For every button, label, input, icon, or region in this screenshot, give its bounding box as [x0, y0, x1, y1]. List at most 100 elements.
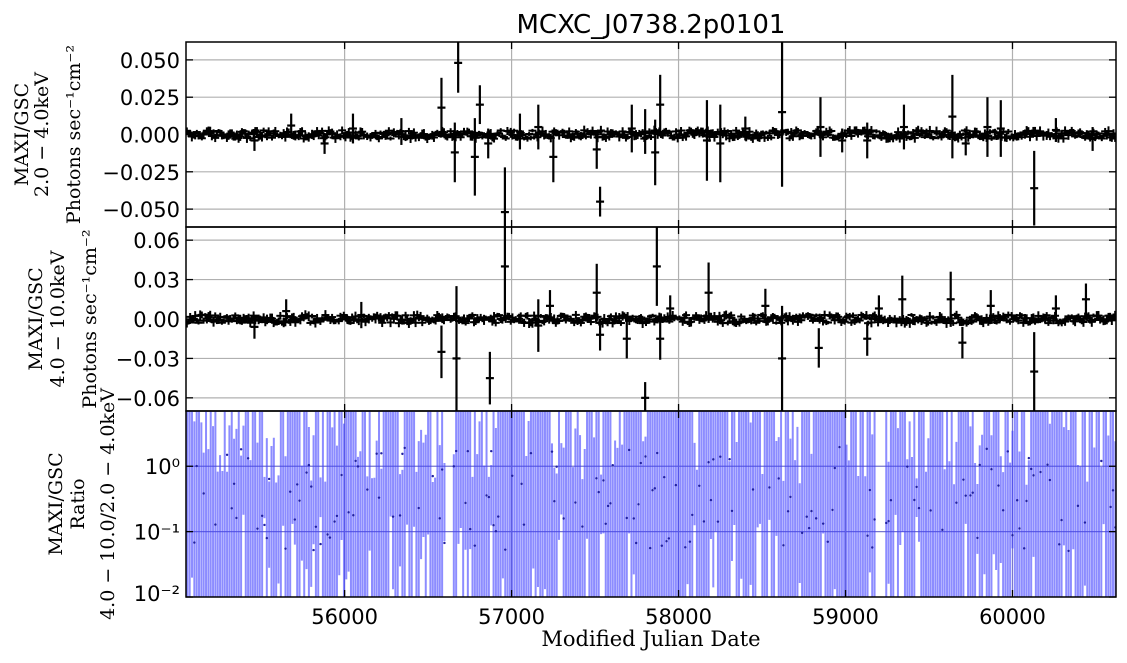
data-point [917, 506, 921, 510]
y-tick-label: 0.03 [133, 269, 180, 293]
data-point [232, 482, 236, 485]
data-point [814, 517, 818, 520]
data-point [665, 540, 668, 543]
x-tick-label: 58000 [645, 605, 712, 629]
data-point [377, 496, 381, 499]
data-point [490, 449, 493, 453]
noise-bins [186, 125, 1116, 144]
data-point [887, 519, 890, 523]
data-point [520, 482, 523, 486]
data-point [473, 544, 477, 547]
y-axis-label-line: 4.0 − 10.0/2.0 − 4.0keV [97, 388, 119, 620]
data-point [574, 501, 577, 504]
data-point [246, 457, 250, 460]
data-point [263, 523, 266, 527]
data-point [487, 495, 491, 499]
x-tick-label: 59000 [812, 605, 879, 629]
data-point [354, 459, 357, 463]
data-point [312, 548, 315, 552]
y-tick-label: −0.06 [116, 387, 180, 411]
data-point [871, 546, 874, 549]
data-point [1001, 509, 1005, 512]
data-point [716, 520, 720, 523]
data-point [990, 467, 993, 471]
data-point [831, 508, 834, 512]
data-point [595, 477, 598, 480]
data-point [293, 518, 297, 521]
data-point [314, 525, 318, 529]
data-point [1018, 527, 1021, 530]
data-point [611, 463, 614, 467]
data-point [627, 448, 631, 452]
data-point [352, 514, 355, 517]
y-tick-label: −0.025 [102, 161, 180, 185]
data-point [230, 507, 233, 510]
data-point [929, 509, 932, 512]
data-point [941, 528, 944, 532]
data-point [651, 489, 654, 492]
data-point [962, 478, 965, 481]
data-point [1048, 478, 1052, 482]
y-tick-label: −0.050 [102, 198, 180, 222]
data-point [712, 458, 715, 461]
panel-frame [185, 410, 1117, 598]
data-point [1109, 505, 1112, 509]
data-point [602, 479, 605, 482]
y-tick-label: 10⁻¹ [134, 521, 180, 545]
data-point [1083, 521, 1087, 524]
data-point [639, 461, 643, 465]
data-point [202, 492, 205, 495]
data-point [653, 487, 657, 490]
y-tick-label: 10⁻² [134, 582, 180, 606]
data-point [267, 477, 271, 481]
panel-hard: −0.06 −0.03 0.00 0.03 0.06 MAXI/GSC 4.0 − 10.0… [25, 226, 1117, 412]
data-point [964, 494, 967, 497]
data-point [319, 542, 322, 546]
panel-ratio: 10⁻² 10⁻¹ 10⁰ MAXI/GSC Ratio 4.0 − 10.0/2.0 −… [45, 388, 1117, 629]
data-point [971, 491, 974, 494]
data-point [634, 541, 638, 545]
data-point [1058, 543, 1061, 546]
data-point [632, 517, 636, 520]
data-point [305, 471, 308, 474]
data-point [440, 468, 444, 471]
data-point [969, 494, 972, 497]
data-point [637, 503, 640, 506]
data-point [333, 520, 336, 523]
data-point [398, 514, 402, 517]
x-tick-label: 57000 [478, 605, 545, 629]
data-point [810, 509, 813, 513]
spike-group [250, 42, 1097, 227]
data-point [1032, 474, 1035, 477]
data-point [1027, 456, 1031, 460]
data-point [889, 498, 893, 502]
data-point [298, 499, 301, 502]
data-point [915, 485, 918, 489]
data-point [260, 514, 264, 518]
data-point [555, 465, 558, 468]
data-point [452, 465, 456, 468]
data-point [674, 483, 678, 487]
tick-marks [186, 42, 1116, 227]
data-point [466, 449, 470, 453]
data-point [667, 537, 671, 540]
data-point [978, 463, 981, 467]
y-tick-label: 10⁰ [145, 455, 180, 479]
data-point [789, 495, 792, 499]
ratio-error-bars [186, 411, 1116, 597]
spike-group [250, 227, 1090, 411]
y-tick-label: 0.06 [133, 229, 180, 253]
data-point [401, 452, 404, 456]
data-point [366, 488, 369, 491]
y-axis-label-line: 4.0 − 10.0keV [47, 250, 69, 387]
data-point [347, 511, 350, 514]
data-point [691, 513, 694, 517]
x-tick-label: 60000 [979, 605, 1046, 629]
data-point [195, 464, 198, 468]
y-axis-label-line: 2.0 − 4.0keV [31, 72, 53, 197]
data-point [1011, 534, 1014, 537]
data-point [728, 458, 731, 461]
y-axis-label-line: Photons sec⁻¹cm⁻² [63, 45, 85, 224]
data-point [751, 488, 755, 491]
